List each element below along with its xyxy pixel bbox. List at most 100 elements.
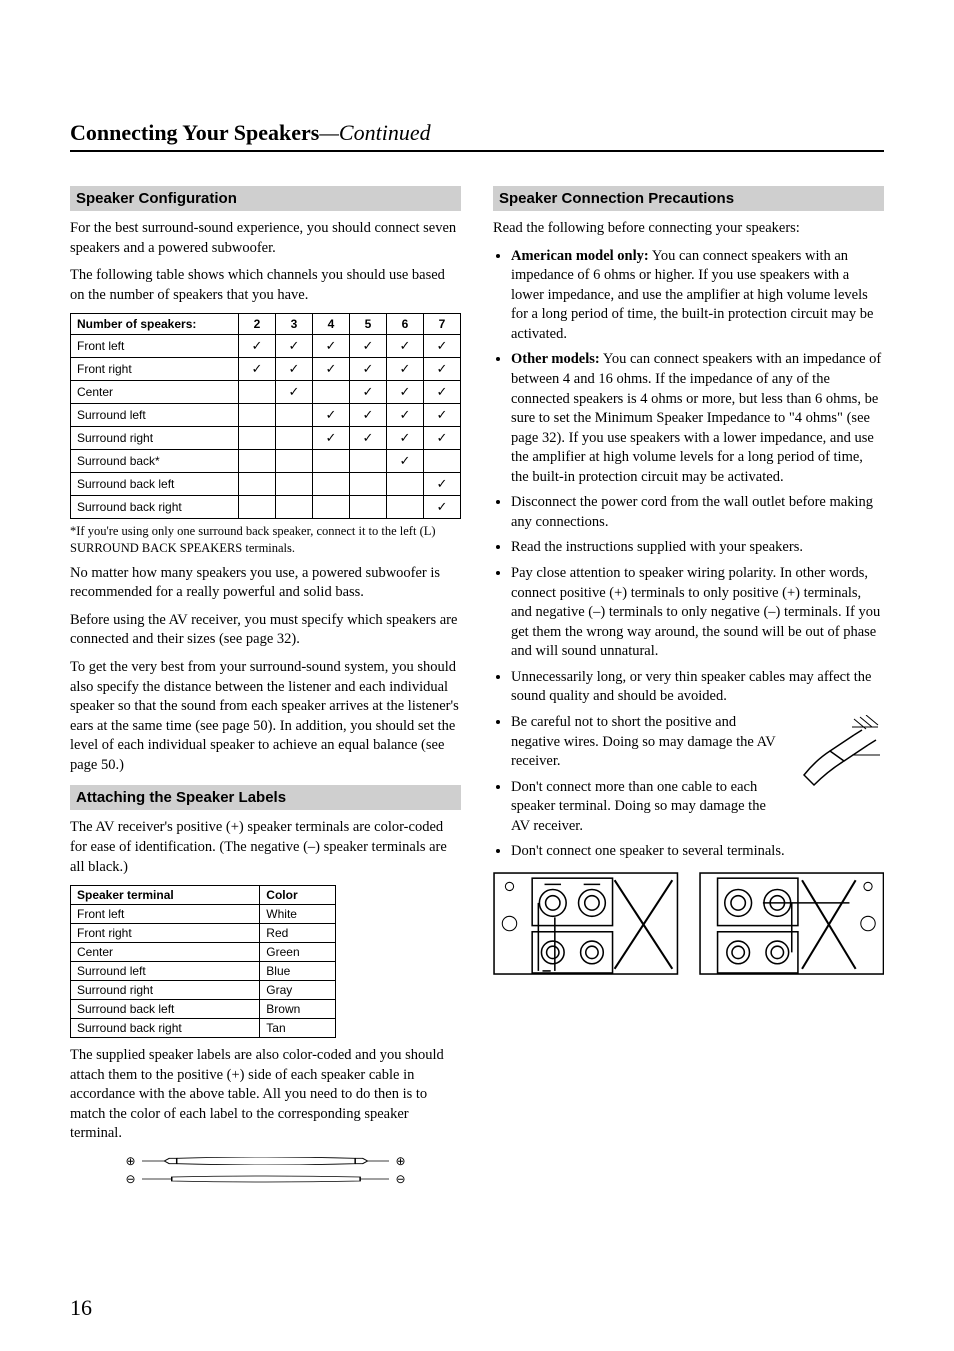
table-row: Surround back rightTan xyxy=(71,1019,336,1038)
terminal-figures xyxy=(493,872,884,980)
row-value xyxy=(350,473,387,496)
row-value: ✓ xyxy=(239,335,276,358)
row-value: ✓ xyxy=(276,381,313,404)
labels-head-1: Color xyxy=(260,886,336,905)
item-text: Don't connect one speaker to several ter… xyxy=(511,843,785,859)
list-item: American model only: You can connect spe… xyxy=(511,247,884,345)
row-value xyxy=(313,381,350,404)
row-value: ✓ xyxy=(387,381,424,404)
row-value xyxy=(276,473,313,496)
table-row: Surround back leftBrown xyxy=(71,1000,336,1019)
speaker-config-table: Number of speakers: 2 3 4 5 6 7 Front le… xyxy=(70,313,461,519)
item-text: Be careful not to short the positive and… xyxy=(511,714,775,769)
speaker-labels-table: Speaker terminal Color Front leftWhiteFr… xyxy=(70,885,336,1038)
table-row: Surround left✓✓✓✓ xyxy=(71,404,461,427)
speaker-terminals-icon xyxy=(699,872,885,975)
row-value: ✓ xyxy=(424,427,461,450)
section-speaker-config-title: Speaker Configuration xyxy=(70,186,461,211)
table-row: Surround back*✓ xyxy=(71,450,461,473)
row-value xyxy=(276,427,313,450)
row-value: Brown xyxy=(260,1000,336,1019)
terminal-fig-left xyxy=(493,872,679,980)
table-head-col: 5 xyxy=(350,314,387,335)
section-precautions-title: Speaker Connection Precautions xyxy=(493,186,884,211)
sec1-p3: No matter how many speakers you use, a p… xyxy=(70,564,461,603)
row-value xyxy=(313,450,350,473)
row-label: Surround back left xyxy=(71,473,239,496)
page-header-title: Connecting Your Speakers xyxy=(70,120,319,145)
table-row: Front left✓✓✓✓✓✓ xyxy=(71,335,461,358)
row-value xyxy=(239,404,276,427)
row-value: Surround left xyxy=(71,962,260,981)
row-value: ✓ xyxy=(424,381,461,404)
minus-icon: ⊖ xyxy=(395,1172,405,1187)
precautions-list: American model only: You can connect spe… xyxy=(493,247,884,862)
item-text: Don't connect more than one cable to eac… xyxy=(511,779,766,834)
row-value xyxy=(350,496,387,519)
section-labels-title: Attaching the Speaker Labels xyxy=(70,785,461,810)
row-value: Front right xyxy=(71,924,260,943)
row-value: ✓ xyxy=(350,335,387,358)
list-item: Unnecessarily long, or very thin speaker… xyxy=(511,668,884,707)
row-value: ✓ xyxy=(350,358,387,381)
table-head-col: 4 xyxy=(313,314,350,335)
row-value: ✓ xyxy=(313,335,350,358)
row-value: Front left xyxy=(71,905,260,924)
row-value: ✓ xyxy=(276,335,313,358)
row-value: ✓ xyxy=(424,404,461,427)
minus-icon: ⊖ xyxy=(126,1172,136,1187)
row-value: ✓ xyxy=(424,473,461,496)
row-value: ✓ xyxy=(350,427,387,450)
list-item: Other models: You can connect speakers w… xyxy=(511,350,884,487)
list-item: Read the instructions supplied with your… xyxy=(511,538,884,558)
row-value: ✓ xyxy=(387,404,424,427)
table-row: Center✓✓✓✓ xyxy=(71,381,461,404)
table-row: Surround back left ✓ xyxy=(71,473,461,496)
row-value xyxy=(239,450,276,473)
row-value: ✓ xyxy=(424,335,461,358)
page-header-continued: —Continued xyxy=(319,120,430,145)
item-text: Pay close attention to speaker wiring po… xyxy=(511,565,880,659)
row-value: ✓ xyxy=(387,358,424,381)
plus-icon: ⊕ xyxy=(126,1154,136,1169)
short-wires-icon xyxy=(794,715,884,802)
cable-top-icon xyxy=(142,1157,390,1165)
row-value: ✓ xyxy=(239,358,276,381)
terminal-fig-right xyxy=(699,872,885,980)
plus-icon: ⊕ xyxy=(395,1154,405,1169)
row-value: ✓ xyxy=(387,335,424,358)
row-value: ✓ xyxy=(350,404,387,427)
table-row: Surround leftBlue xyxy=(71,962,336,981)
row-label: Surround back right xyxy=(71,496,239,519)
table-head-label: Number of speakers: xyxy=(71,314,239,335)
table-head-col: 3 xyxy=(276,314,313,335)
row-value: ✓ xyxy=(424,496,461,519)
header-rule xyxy=(70,150,884,152)
item-lead: Other models: xyxy=(511,351,600,367)
table-head-col: 6 xyxy=(387,314,424,335)
row-label: Surround back* xyxy=(71,450,239,473)
row-value xyxy=(424,450,461,473)
content-columns: Speaker Configuration For the best surro… xyxy=(70,176,884,1190)
sec2-p1: The AV receiver's positive (+) speaker t… xyxy=(70,818,461,877)
row-value xyxy=(387,473,424,496)
row-value: White xyxy=(260,905,336,924)
row-value: Surround right xyxy=(71,981,260,1000)
row-value: Blue xyxy=(260,962,336,981)
page-header: Connecting Your Speakers—Continued xyxy=(70,120,884,146)
row-value xyxy=(239,427,276,450)
row-label: Front left xyxy=(71,335,239,358)
speaker-terminals-icon xyxy=(493,872,679,975)
sec1-p4: Before using the AV receiver, you must s… xyxy=(70,611,461,650)
row-value: ✓ xyxy=(424,358,461,381)
row-value xyxy=(239,496,276,519)
row-value: Tan xyxy=(260,1019,336,1038)
row-label: Surround left xyxy=(71,404,239,427)
sec2-p2: The supplied speaker labels are also col… xyxy=(70,1046,461,1144)
table-row: Front leftWhite xyxy=(71,905,336,924)
sec1-p2: The following table shows which channels… xyxy=(70,266,461,305)
right-column: Speaker Connection Precautions Read the … xyxy=(493,176,884,1190)
table-row: Front rightRed xyxy=(71,924,336,943)
row-value: ✓ xyxy=(313,358,350,381)
sec1-p5: To get the very best from your surround-… xyxy=(70,658,461,775)
